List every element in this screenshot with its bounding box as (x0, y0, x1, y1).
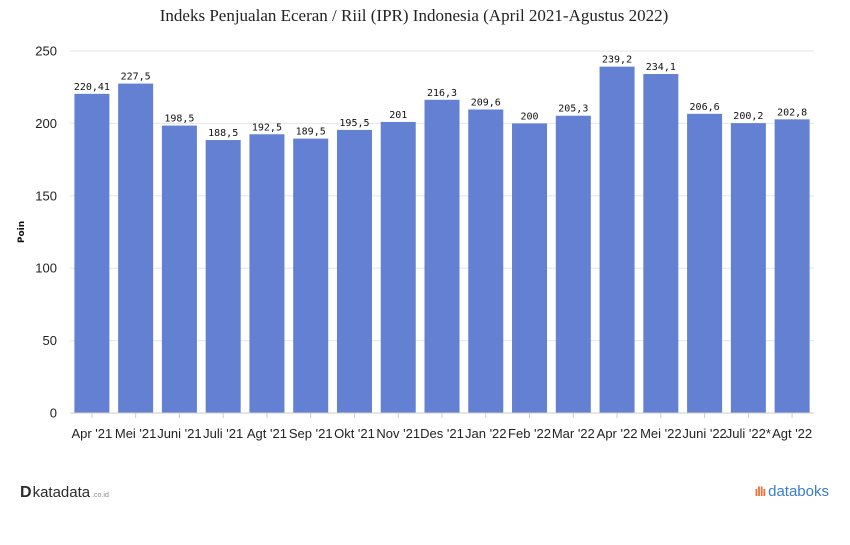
bar (74, 93, 110, 414)
bar (161, 125, 197, 414)
katadata-logo-mark: D (20, 484, 32, 501)
x-tick-label: Feb '22 (508, 426, 551, 441)
katadata-logo-text: katadata (32, 484, 91, 501)
x-tick-label: Nov '21 (376, 426, 420, 441)
bar (118, 83, 154, 413)
y-tick-label: 200 (35, 116, 57, 131)
data-label: 206,6 (690, 102, 720, 113)
data-label: 200 (520, 111, 538, 122)
bar (249, 134, 285, 413)
y-axis-label: Poin (17, 221, 27, 243)
data-label: 198,5 (164, 114, 194, 125)
x-tick-label: Juni '21 (157, 426, 201, 441)
x-tick-label: Juli '21 (203, 426, 243, 441)
x-tick-label: Mei '22 (640, 426, 682, 441)
x-tick-label: Agt '21 (247, 426, 287, 441)
x-tick-label: Des '21 (420, 426, 464, 441)
y-tick-label: 150 (35, 188, 57, 203)
x-tick-label: Okt '21 (334, 426, 375, 441)
x-tick-label: Juli '22* (726, 426, 771, 441)
bar (687, 113, 723, 413)
data-label: 188,5 (208, 128, 238, 139)
y-axis-ticks: 0 50 100 150 200 250 (35, 44, 57, 421)
chart-title: Indeks Penjualan Eceran / Riil (IPR) Ind… (160, 6, 669, 25)
bar (599, 66, 635, 413)
x-axis-ticks: Apr '21 Mei '21 Juni '21 Juli '21 Agt '21 Sep… (71, 413, 812, 441)
data-labels: 220,41 227,5 198,5 188,5 192,5 189,5 195,5 201 2… (74, 55, 807, 139)
data-label: 202,8 (777, 107, 807, 118)
y-tick-label: 100 (35, 261, 57, 276)
y-tick-label: 50 (43, 333, 57, 348)
data-label: 227,5 (121, 72, 151, 83)
katadata-logo: D katadata .co.id (20, 484, 109, 502)
x-tick-label: Juni '22 (682, 426, 726, 441)
x-tick-label: Sep '21 (289, 426, 333, 441)
data-label: 192,5 (252, 122, 282, 133)
data-label: 205,3 (558, 104, 588, 115)
data-label: 239,2 (602, 55, 632, 66)
databoks-logo-mark: ıllı (754, 484, 766, 499)
bar (512, 123, 548, 414)
data-label: 195,5 (339, 118, 369, 129)
bar (424, 99, 460, 413)
databoks-logo: ıllı databoks (755, 483, 829, 500)
data-label: 201 (389, 110, 407, 121)
data-label: 216,3 (427, 88, 457, 99)
bars (74, 66, 810, 414)
data-label: 234,1 (646, 62, 676, 73)
data-label: 200,2 (733, 111, 763, 122)
bar (774, 119, 810, 414)
data-label: 209,6 (471, 97, 501, 108)
x-tick-label: Jan '22 (465, 426, 507, 441)
x-tick-label: Mei '21 (115, 426, 157, 441)
bar (336, 129, 372, 413)
bar (555, 115, 591, 414)
katadata-logo-suffix: .co.id (92, 492, 109, 499)
x-tick-label: Mar '22 (552, 426, 595, 441)
data-label: 189,5 (296, 127, 326, 138)
x-tick-label: Apr '21 (71, 426, 112, 441)
x-tick-label: Agt '22 (772, 426, 812, 441)
bar (205, 140, 241, 413)
bar (380, 121, 416, 414)
y-tick-label: 0 (50, 406, 57, 421)
bar (293, 138, 329, 413)
bar (468, 109, 504, 413)
bar (643, 74, 679, 414)
y-tick-label: 250 (35, 44, 57, 59)
x-tick-label: Apr '22 (597, 426, 638, 441)
bar (730, 123, 766, 413)
data-label: 220,41 (74, 82, 110, 93)
databoks-logo-text: databoks (768, 483, 829, 500)
